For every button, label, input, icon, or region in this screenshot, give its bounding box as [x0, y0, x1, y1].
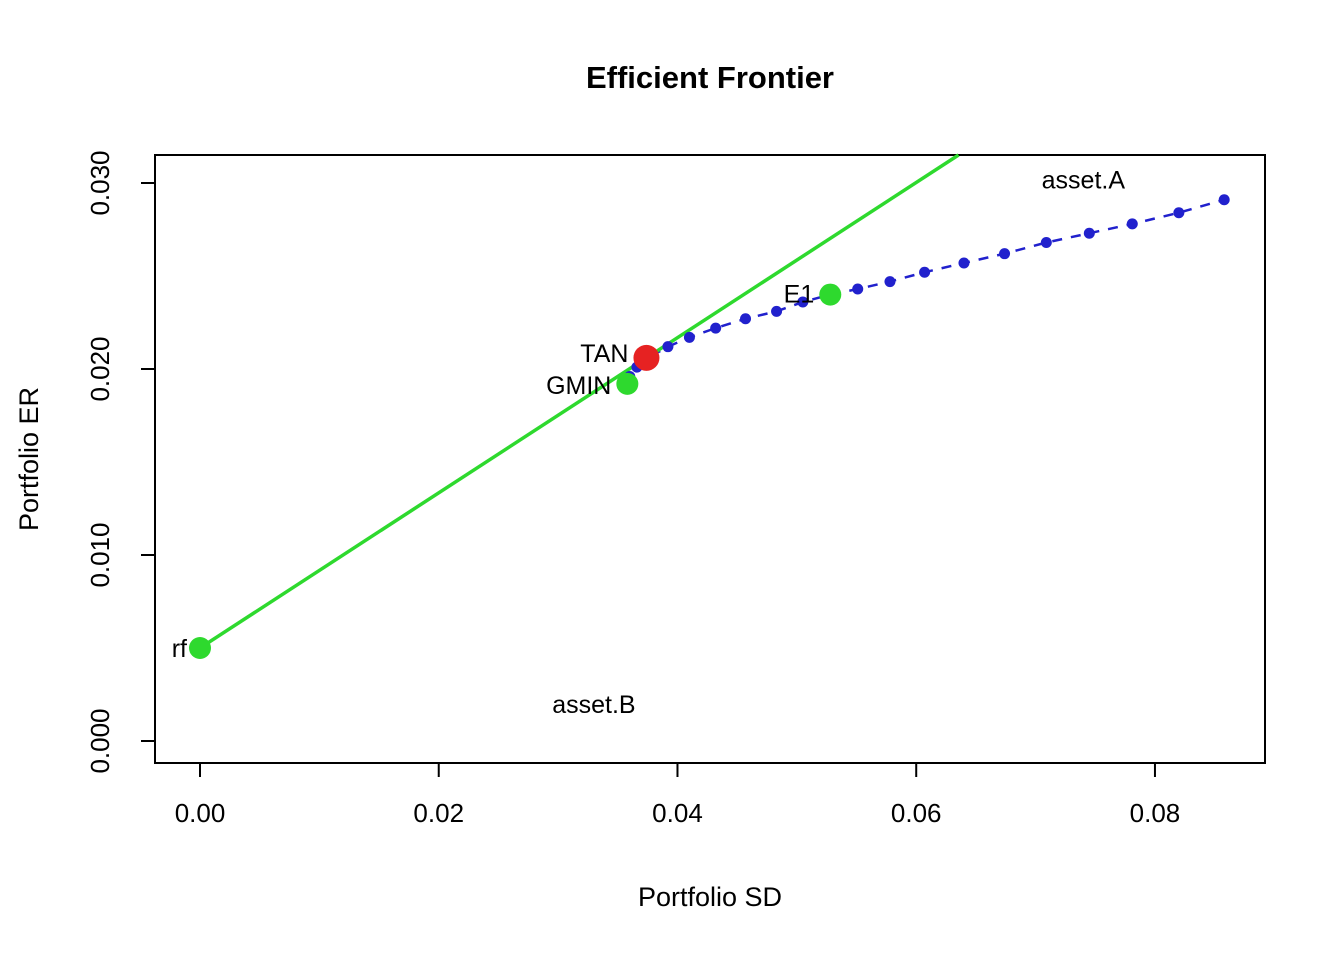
rf-label: rf	[172, 635, 187, 663]
tan-point	[633, 344, 660, 371]
y-tick-label: 0.000	[85, 708, 115, 773]
x-axis-title: Portfolio SD	[638, 882, 782, 912]
x-tick-label: 0.08	[1130, 798, 1181, 828]
asset-B-label: asset.B	[552, 691, 635, 719]
y-tick-label: 0.030	[85, 150, 115, 215]
x-tick-label: 0.02	[413, 798, 464, 828]
capital-allocation-line	[199, 153, 960, 650]
plot-area: 0.00 0.02 0.04 0.06 0.08 0.000 0.010 0.020 0.030…	[85, 150, 1266, 828]
frontier-point	[1218, 194, 1230, 206]
frontier-point	[999, 248, 1011, 260]
plot-box	[154, 154, 1266, 764]
frontier-point	[1040, 237, 1052, 249]
frontier-point	[710, 322, 722, 334]
frontier-point	[771, 305, 783, 317]
e1-label: E1	[784, 281, 815, 309]
frontier-point	[740, 313, 752, 325]
frontier-point	[884, 276, 896, 288]
frontier-point	[958, 257, 970, 269]
rf-point	[189, 637, 211, 659]
chart-title: Efficient Frontier	[586, 60, 834, 95]
frontier-point	[797, 296, 809, 308]
asset-A-label: asset.A	[1042, 166, 1126, 194]
x-tick-label: 0.04	[652, 798, 703, 828]
gmin-point	[616, 372, 639, 395]
y-tick-label: 0.010	[85, 522, 115, 587]
frontier-point	[1173, 207, 1185, 219]
e1-point	[819, 283, 842, 306]
tan-label: TAN	[580, 340, 628, 368]
frontier-point	[662, 341, 674, 353]
y-axis-title: Portfolio ER	[14, 387, 44, 531]
frontier-point	[852, 283, 864, 295]
gmin-label: GMIN	[546, 372, 611, 400]
x-tick-label: 0.06	[891, 798, 942, 828]
frontier-point	[1083, 227, 1095, 239]
frontier-point	[683, 331, 695, 343]
y-tick-label: 0.020	[85, 336, 115, 401]
frontier-point	[1126, 218, 1138, 230]
frontier-point	[919, 266, 931, 278]
x-tick-label: 0.00	[175, 798, 226, 828]
